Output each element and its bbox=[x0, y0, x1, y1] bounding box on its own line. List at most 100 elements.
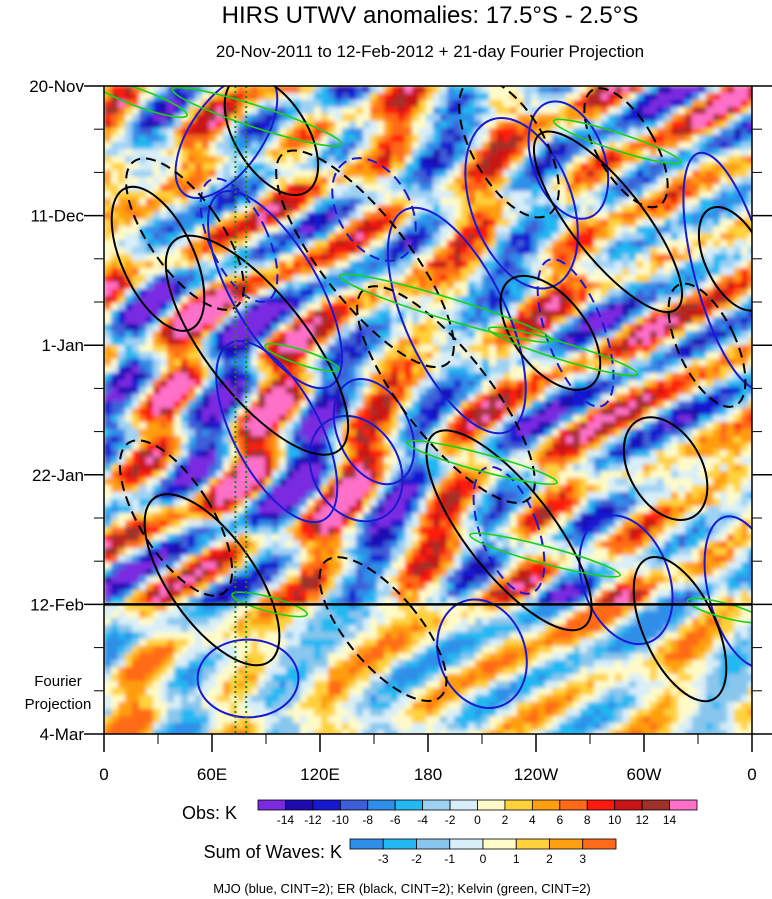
waves-colorbar-tick-label: 0 bbox=[480, 852, 487, 866]
obs-colorbar-swatch-14 bbox=[641, 799, 670, 811]
er-contour-11 bbox=[118, 439, 234, 597]
er-contour-3 bbox=[223, 86, 320, 197]
chart-subtitle: 20-Nov-2011 to 12-Feb-2012 + 21-day Four… bbox=[216, 42, 644, 61]
waves-colorbar-tick-label: 3 bbox=[579, 852, 586, 866]
er-contour-9 bbox=[697, 206, 752, 312]
er-contour-5 bbox=[532, 130, 684, 314]
contour-note: MJO (blue, CINT=2); ER (black, CINT=2); … bbox=[213, 881, 590, 896]
mjo-contour-0 bbox=[174, 86, 279, 200]
x-tick-label: 0 bbox=[747, 765, 756, 784]
waves-colorbar-swatch-5 bbox=[515, 838, 550, 850]
obs-colorbar-tick-label: -12 bbox=[304, 813, 322, 827]
reference-lines bbox=[234, 86, 248, 734]
mjo-contour-11 bbox=[682, 151, 752, 391]
obs-colorbar: -14 -12 -10 -8 -6 -4 -2 0 2 4 6 8 10 12 14 bbox=[257, 799, 698, 827]
mjo-contour-8 bbox=[527, 100, 610, 220]
obs-colorbar-tick-label: -4 bbox=[417, 813, 428, 827]
waves-colorbar-label: Sum of Waves: K bbox=[204, 842, 342, 862]
er-contour-14 bbox=[458, 86, 560, 219]
er-contour-0 bbox=[110, 185, 206, 332]
obs-colorbar-swatch-1 bbox=[285, 799, 314, 811]
obs-colorbar-swatch-4 bbox=[367, 799, 396, 811]
wave-contours bbox=[104, 86, 752, 719]
waves-colorbar-swatch-7 bbox=[582, 838, 617, 850]
waves-colorbar-tick-label: -3 bbox=[378, 852, 389, 866]
obs-colorbar-tick-label: -10 bbox=[332, 813, 350, 827]
mjo-contour-6 bbox=[386, 206, 527, 435]
obs-colorbar-swatch-9 bbox=[504, 799, 533, 811]
waves-colorbar-swatch-2 bbox=[416, 838, 451, 850]
obs-colorbar-swatch-0 bbox=[257, 799, 286, 811]
waves-colorbar-swatch-6 bbox=[549, 838, 584, 850]
mjo-contour-9 bbox=[436, 598, 528, 710]
obs-colorbar-swatch-15 bbox=[669, 799, 698, 811]
kelvin-contour-5 bbox=[406, 439, 558, 486]
obs-colorbar-swatch-10 bbox=[531, 799, 561, 811]
er-contour-13 bbox=[356, 285, 536, 504]
kelvin-contour-7 bbox=[264, 342, 340, 373]
obs-colorbar-swatch-11 bbox=[559, 799, 588, 811]
er-contour-4 bbox=[425, 429, 593, 632]
obs-colorbar-swatch-6 bbox=[422, 799, 451, 811]
mjo-contour-2 bbox=[215, 340, 339, 524]
obs-colorbar-tick-label: -14 bbox=[277, 813, 295, 827]
obs-colorbar-tick-label: -2 bbox=[445, 813, 456, 827]
plot-area bbox=[104, 86, 752, 734]
mjo-contour-1 bbox=[207, 190, 343, 390]
er-contour-16 bbox=[583, 87, 669, 209]
obs-colorbar-label: Obs: K bbox=[182, 803, 237, 823]
obs-colorbar-swatch-12 bbox=[586, 799, 616, 811]
waves-colorbar: -3 -2 -1 0 1 2 3 bbox=[349, 838, 617, 866]
x-axis-tick-labels: 0 60E 120E 180 120W 60W 0 bbox=[99, 765, 756, 784]
waves-colorbar-swatch-4 bbox=[482, 838, 517, 850]
obs-colorbar-tick-label: 8 bbox=[584, 813, 591, 827]
mjo-contour-10 bbox=[578, 514, 674, 646]
waves-colorbar-tick-label: 1 bbox=[513, 852, 520, 866]
obs-colorbar-tick-label: 14 bbox=[663, 813, 677, 827]
er-contour-12 bbox=[275, 149, 455, 369]
y-axis-tick-labels: 20-Nov 11-Dec 1-Jan 22-Jan 12-Feb 4-Mar bbox=[29, 77, 84, 744]
axis-ticks bbox=[84, 85, 772, 752]
mjo-contour-13 bbox=[199, 177, 279, 303]
projection-label-line-2: Projection bbox=[25, 696, 92, 713]
kelvin-contour-2 bbox=[552, 118, 682, 165]
kelvin-contour-4 bbox=[487, 326, 639, 377]
y-tick-label: 12-Feb bbox=[30, 595, 84, 614]
waves-colorbar-swatch-0 bbox=[349, 838, 384, 850]
obs-colorbar-tick-label: 2 bbox=[502, 813, 509, 827]
mjo-contour-3 bbox=[196, 638, 300, 719]
waves-colorbar-swatch-1 bbox=[382, 838, 417, 850]
obs-colorbar-tick-label: 6 bbox=[556, 813, 563, 827]
obs-colorbar-tick-label: -8 bbox=[362, 813, 373, 827]
obs-colorbar-swatch-3 bbox=[339, 799, 369, 811]
obs-colorbar-tick-label: -6 bbox=[390, 813, 401, 827]
er-contour-17 bbox=[667, 282, 747, 408]
kelvin-contour-0 bbox=[104, 86, 188, 119]
y-tick-label: 20-Nov bbox=[29, 77, 84, 96]
obs-colorbar-swatch-13 bbox=[614, 799, 643, 811]
obs-colorbar-swatch-5 bbox=[394, 799, 424, 811]
projection-label-line-1: Fourier bbox=[34, 673, 82, 690]
y-tick-label: 1-Jan bbox=[41, 336, 84, 355]
x-tick-label: 60E bbox=[197, 765, 227, 784]
obs-colorbar-tick-label: 12 bbox=[635, 813, 649, 827]
mjo-contour-12 bbox=[703, 515, 752, 669]
waves-colorbar-tick-label: -1 bbox=[444, 852, 455, 866]
kelvin-contour-3 bbox=[338, 273, 554, 344]
chart-title: HIRS UTWV anomalies: 17.5°S - 2.5°S bbox=[222, 2, 639, 29]
y-tick-label: 11-Dec bbox=[30, 207, 84, 226]
x-tick-label: 180 bbox=[414, 765, 442, 784]
mjo-contour-14 bbox=[331, 157, 417, 262]
er-contour-6 bbox=[499, 274, 602, 391]
waves-colorbar-swatch-3 bbox=[449, 838, 484, 850]
mjo-contour-15 bbox=[472, 465, 546, 595]
obs-colorbar-swatch-8 bbox=[477, 799, 506, 811]
x-tick-label: 120W bbox=[514, 765, 558, 784]
x-tick-label: 60W bbox=[627, 765, 662, 784]
mjo-contour-5 bbox=[308, 414, 404, 523]
y-tick-label: 22-Jan bbox=[32, 466, 84, 485]
x-tick-label: 0 bbox=[99, 765, 108, 784]
er-contour-15 bbox=[318, 556, 448, 702]
x-tick-label: 120E bbox=[300, 765, 340, 784]
